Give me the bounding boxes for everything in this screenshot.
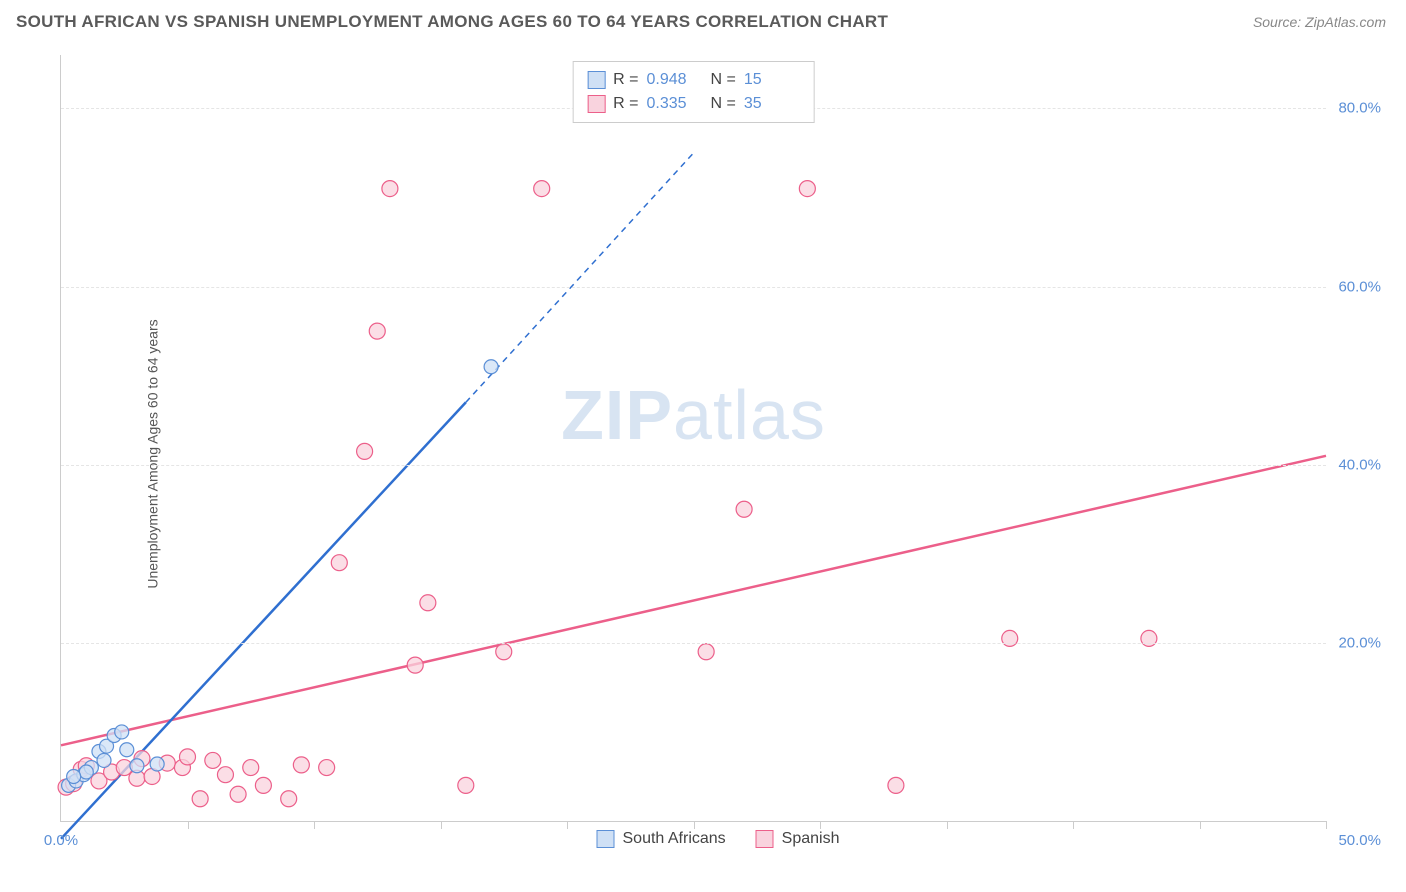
data-point-spanish xyxy=(319,760,335,776)
data-point-spanish xyxy=(382,181,398,197)
legend-correlation: R = 0.948 N = 15 R = 0.335 N = 35 xyxy=(572,61,815,123)
legend-r-label: R = xyxy=(613,71,638,89)
legend-n-value: 15 xyxy=(744,71,800,89)
legend-swatch xyxy=(756,830,774,848)
data-point-spanish xyxy=(888,777,904,793)
data-point-south-african xyxy=(130,759,144,773)
legend-r-value: 0.948 xyxy=(647,71,703,89)
legend-r-label: R = xyxy=(613,95,638,113)
x-tick-mark xyxy=(820,821,821,829)
data-point-south-african xyxy=(97,753,111,767)
x-tick-min: 0.0% xyxy=(44,832,78,849)
chart-title: SOUTH AFRICAN VS SPANISH UNEMPLOYMENT AM… xyxy=(16,12,888,32)
data-point-spanish xyxy=(534,181,550,197)
data-point-spanish xyxy=(255,777,271,793)
data-point-south-african xyxy=(67,769,81,783)
x-tick-mark xyxy=(314,821,315,829)
legend-n-label: N = xyxy=(711,95,736,113)
data-point-spanish xyxy=(1002,630,1018,646)
legend-r-value: 0.335 xyxy=(647,95,703,113)
data-point-spanish xyxy=(698,644,714,660)
data-point-spanish xyxy=(458,777,474,793)
data-point-spanish xyxy=(357,443,373,459)
legend-correlation-row: R = 0.948 N = 15 xyxy=(587,68,800,92)
y-tick-label: 80.0% xyxy=(1338,100,1381,117)
data-point-spanish xyxy=(799,181,815,197)
data-point-spanish xyxy=(736,501,752,517)
data-point-spanish xyxy=(369,323,385,339)
chart-area: Unemployment Among Ages 60 to 64 years Z… xyxy=(50,55,1386,852)
x-tick-mark xyxy=(441,821,442,829)
data-point-south-african xyxy=(79,765,93,779)
data-point-south-african xyxy=(120,743,134,757)
x-tick-mark xyxy=(694,821,695,829)
x-tick-mark xyxy=(947,821,948,829)
data-point-spanish xyxy=(230,786,246,802)
data-point-south-african xyxy=(150,757,164,771)
data-point-south-african xyxy=(115,725,129,739)
gridline-h xyxy=(61,465,1326,466)
data-point-spanish xyxy=(420,595,436,611)
x-tick-mark xyxy=(1073,821,1074,829)
legend-n-value: 35 xyxy=(744,95,800,113)
x-tick-mark xyxy=(1200,821,1201,829)
chart-header: SOUTH AFRICAN VS SPANISH UNEMPLOYMENT AM… xyxy=(0,0,1406,40)
y-tick-label: 20.0% xyxy=(1338,634,1381,651)
legend-swatch xyxy=(587,71,605,89)
data-point-spanish xyxy=(293,757,309,773)
legend-series-item: South Africans xyxy=(597,830,726,848)
gridline-h xyxy=(61,287,1326,288)
source-attribution: Source: ZipAtlas.com xyxy=(1253,14,1386,30)
legend-series-label: South Africans xyxy=(623,830,726,848)
data-point-spanish xyxy=(217,767,233,783)
legend-series-item: Spanish xyxy=(756,830,840,848)
trend-line-spanish xyxy=(61,456,1326,745)
gridline-h xyxy=(61,643,1326,644)
data-point-spanish xyxy=(192,791,208,807)
x-tick-mark xyxy=(188,821,189,829)
y-tick-label: 40.0% xyxy=(1338,456,1381,473)
legend-correlation-row: R = 0.335 N = 35 xyxy=(587,92,800,116)
legend-swatch xyxy=(597,830,615,848)
data-point-spanish xyxy=(496,644,512,660)
legend-series-label: Spanish xyxy=(782,830,840,848)
y-tick-label: 60.0% xyxy=(1338,278,1381,295)
data-point-spanish xyxy=(243,760,259,776)
data-point-spanish xyxy=(1141,630,1157,646)
x-tick-mark xyxy=(1326,821,1327,829)
data-point-spanish xyxy=(180,749,196,765)
data-point-spanish xyxy=(407,657,423,673)
data-point-spanish xyxy=(281,791,297,807)
trend-line-south-african-extrapolated xyxy=(466,153,694,402)
data-point-south-african xyxy=(484,360,498,374)
plot-svg xyxy=(61,55,1326,821)
legend-series: South Africans Spanish xyxy=(597,830,840,848)
data-point-spanish xyxy=(331,555,347,571)
legend-n-label: N = xyxy=(711,71,736,89)
x-tick-mark xyxy=(567,821,568,829)
data-point-spanish xyxy=(205,752,221,768)
plot-region: ZIPatlas R =0.948N =15R =0.335N =35 0.0%… xyxy=(60,55,1326,822)
legend-swatch xyxy=(587,95,605,113)
x-tick-max: 50.0% xyxy=(1338,832,1381,849)
